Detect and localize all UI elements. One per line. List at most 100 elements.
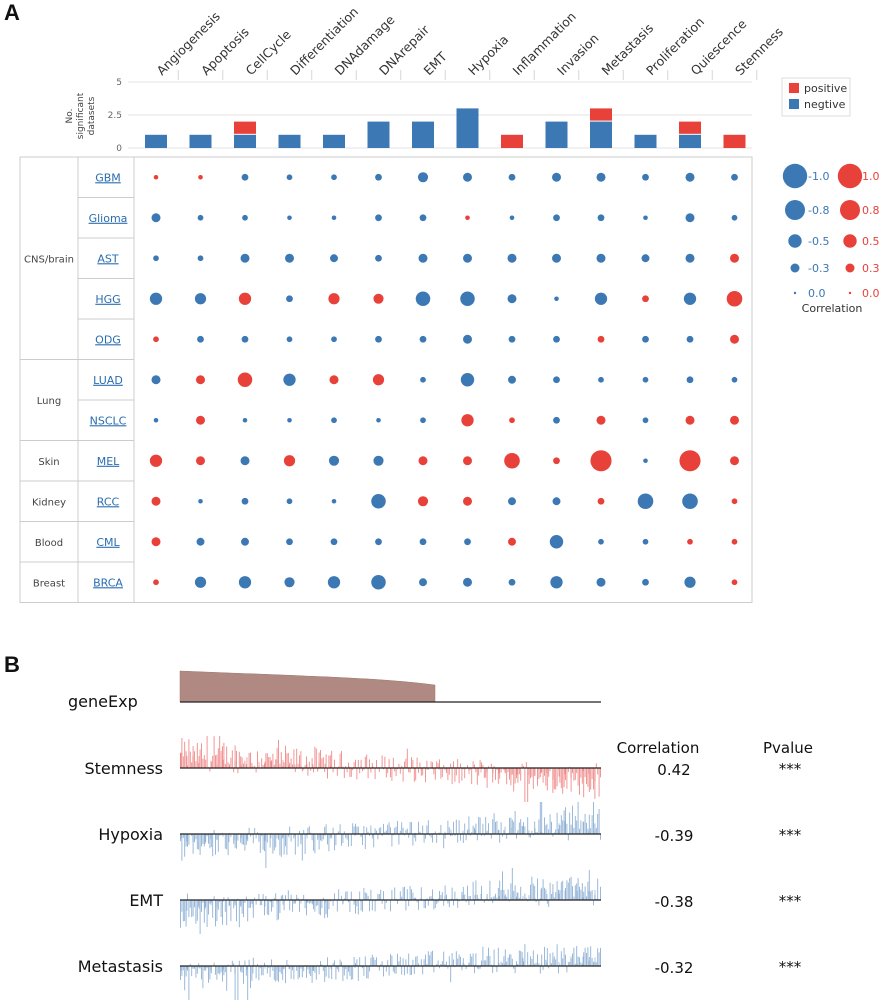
dataset-link-brca: BRCA bbox=[93, 576, 123, 589]
state-label-emt: EMT bbox=[129, 891, 163, 910]
bubble-nsclc-differentiation bbox=[287, 417, 292, 423]
size-legend-title: Correlation bbox=[802, 302, 863, 315]
bubble-hgg-differentiation bbox=[286, 295, 293, 303]
bubble-odg-angiogenesis bbox=[153, 336, 159, 343]
bubble-gbm-apoptosis bbox=[198, 174, 203, 180]
group-label-kidney: Kidney bbox=[32, 497, 66, 508]
bubble-mel-invasion bbox=[553, 457, 560, 465]
bar-positive-inflammation bbox=[501, 134, 523, 148]
bubble-luad-apoptosis bbox=[196, 375, 205, 385]
column-label-invasion: Invasion bbox=[554, 31, 602, 79]
size-legend-negative-bubble bbox=[785, 200, 805, 220]
bubble-brca-apoptosis bbox=[194, 576, 207, 588]
bubble-gbm-cellcycle bbox=[241, 173, 249, 181]
size-legend-negative-label: -1.0 bbox=[808, 170, 829, 183]
size-legend-positive-label: 1.0 bbox=[862, 170, 880, 183]
bubble-nsclc-angiogenesis bbox=[153, 417, 159, 423]
bubble-ast-proliferation bbox=[641, 254, 650, 263]
bubble-brca-inflammation bbox=[508, 578, 516, 586]
bubble-mel-hypoxia bbox=[463, 456, 472, 466]
bubble-rcc-inflammation bbox=[508, 497, 516, 506]
bubble-cml-metastasis bbox=[598, 538, 604, 545]
bubble-odg-emt bbox=[419, 335, 427, 343]
state-label-metastasis: Metastasis bbox=[78, 957, 163, 976]
bubble-rcc-emt bbox=[417, 496, 429, 507]
pvalue-header: Pvalue bbox=[763, 739, 813, 757]
bar-negative-dnadamage bbox=[323, 134, 345, 148]
bubble-rcc-metastasis bbox=[597, 497, 605, 505]
panel-b-label: B bbox=[4, 652, 20, 677]
bubble-brca-angiogenesis bbox=[153, 579, 159, 586]
panel-a-label: A bbox=[4, 0, 20, 25]
bubble-brca-invasion bbox=[550, 576, 563, 589]
group-label-blood: Blood bbox=[35, 538, 63, 549]
bubble-ast-dnarepair bbox=[375, 254, 382, 262]
size-legend-negative-label: -0.3 bbox=[808, 262, 829, 275]
bubble-hgg-quiescence bbox=[683, 292, 697, 305]
bubble-odg-differentiation bbox=[286, 336, 293, 343]
bubble-cml-differentiation bbox=[286, 538, 293, 546]
bubble-cml-quiescence bbox=[687, 538, 693, 545]
state-spikes-metastasis bbox=[180, 944, 601, 1000]
bar-positive-metastasis bbox=[590, 108, 612, 121]
bubble-hgg-apoptosis bbox=[194, 293, 207, 305]
bubble-odg-invasion bbox=[553, 335, 560, 343]
state-spikes-hypoxia bbox=[180, 802, 601, 868]
correlation-value-stemness: 0.42 bbox=[657, 761, 690, 779]
bubble-nsclc-invasion bbox=[553, 416, 560, 424]
bubble-cml-angiogenesis bbox=[151, 537, 161, 547]
bubble-gbm-emt bbox=[417, 172, 429, 183]
dataset-link-luad: LUAD bbox=[93, 374, 123, 387]
size-legend-positive-bubble bbox=[837, 163, 863, 189]
bubble-mel-angiogenesis bbox=[149, 454, 163, 467]
bubble-gbm-angiogenesis bbox=[153, 174, 159, 180]
correlation-header: Correlation bbox=[617, 739, 700, 757]
bubble-brca-quiescence bbox=[684, 576, 696, 588]
size-legend-negative-bubble bbox=[790, 263, 800, 273]
bubble-hgg-hypoxia bbox=[460, 291, 475, 306]
bubble-gbm-quiescence bbox=[685, 172, 695, 182]
bubble-cml-dnadamage bbox=[330, 538, 338, 546]
bubble-glioma-dnadamage bbox=[331, 215, 337, 221]
bar-y-tick-label: 5 bbox=[116, 78, 122, 88]
bubble-odg-inflammation bbox=[508, 335, 516, 343]
bar-negative-dnarepair bbox=[367, 121, 390, 148]
dataset-link-cml: CML bbox=[96, 536, 120, 549]
bubble-gbm-dnadamage bbox=[331, 174, 337, 181]
bubble-mel-stemness bbox=[730, 456, 739, 466]
bubble-odg-cellcycle bbox=[241, 335, 249, 343]
bubble-ast-invasion bbox=[552, 253, 561, 263]
state-spikes-emt bbox=[180, 868, 601, 934]
bubble-odg-hypoxia bbox=[463, 334, 472, 344]
bubble-gbm-proliferation bbox=[642, 173, 649, 181]
bubble-glioma-invasion bbox=[553, 214, 560, 222]
correlation-value-metastasis: -0.32 bbox=[655, 959, 694, 977]
size-legend-positive-bubble bbox=[840, 200, 860, 220]
bubble-odg-apoptosis bbox=[197, 335, 204, 343]
bubble-gbm-hypoxia bbox=[463, 172, 472, 182]
bar-y-tick-label: 2.5 bbox=[108, 111, 122, 121]
legend-swatch-negtive bbox=[789, 99, 799, 109]
bubble-cml-cellcycle bbox=[241, 537, 249, 546]
legend-label-positive: positive bbox=[804, 82, 847, 95]
bubble-odg-quiescence bbox=[686, 335, 694, 343]
bubble-ast-metastasis bbox=[596, 253, 606, 263]
bubble-rcc-dnarepair bbox=[371, 494, 386, 509]
bubble-luad-dnarepair bbox=[372, 374, 385, 386]
bubble-brca-proliferation bbox=[642, 578, 649, 586]
bubble-luad-quiescence bbox=[686, 376, 694, 384]
size-legend-positive-bubble bbox=[843, 234, 857, 248]
bubble-ast-differentiation bbox=[285, 253, 294, 263]
bubble-hgg-stemness bbox=[726, 290, 743, 307]
bubble-nsclc-stemness bbox=[730, 415, 739, 425]
column-label-hypoxia: Hypoxia bbox=[465, 32, 511, 78]
bubble-rcc-stemness bbox=[731, 498, 738, 505]
size-legend-positive-label: 0.8 bbox=[862, 204, 880, 217]
bubble-brca-emt bbox=[419, 578, 427, 587]
bar-y-axis-title: significant bbox=[76, 92, 86, 139]
bubble-cml-proliferation bbox=[642, 538, 649, 545]
bubble-hgg-angiogenesis bbox=[149, 292, 163, 305]
bubble-hgg-invasion bbox=[554, 296, 559, 302]
size-legend-positive-bubble bbox=[845, 263, 855, 273]
